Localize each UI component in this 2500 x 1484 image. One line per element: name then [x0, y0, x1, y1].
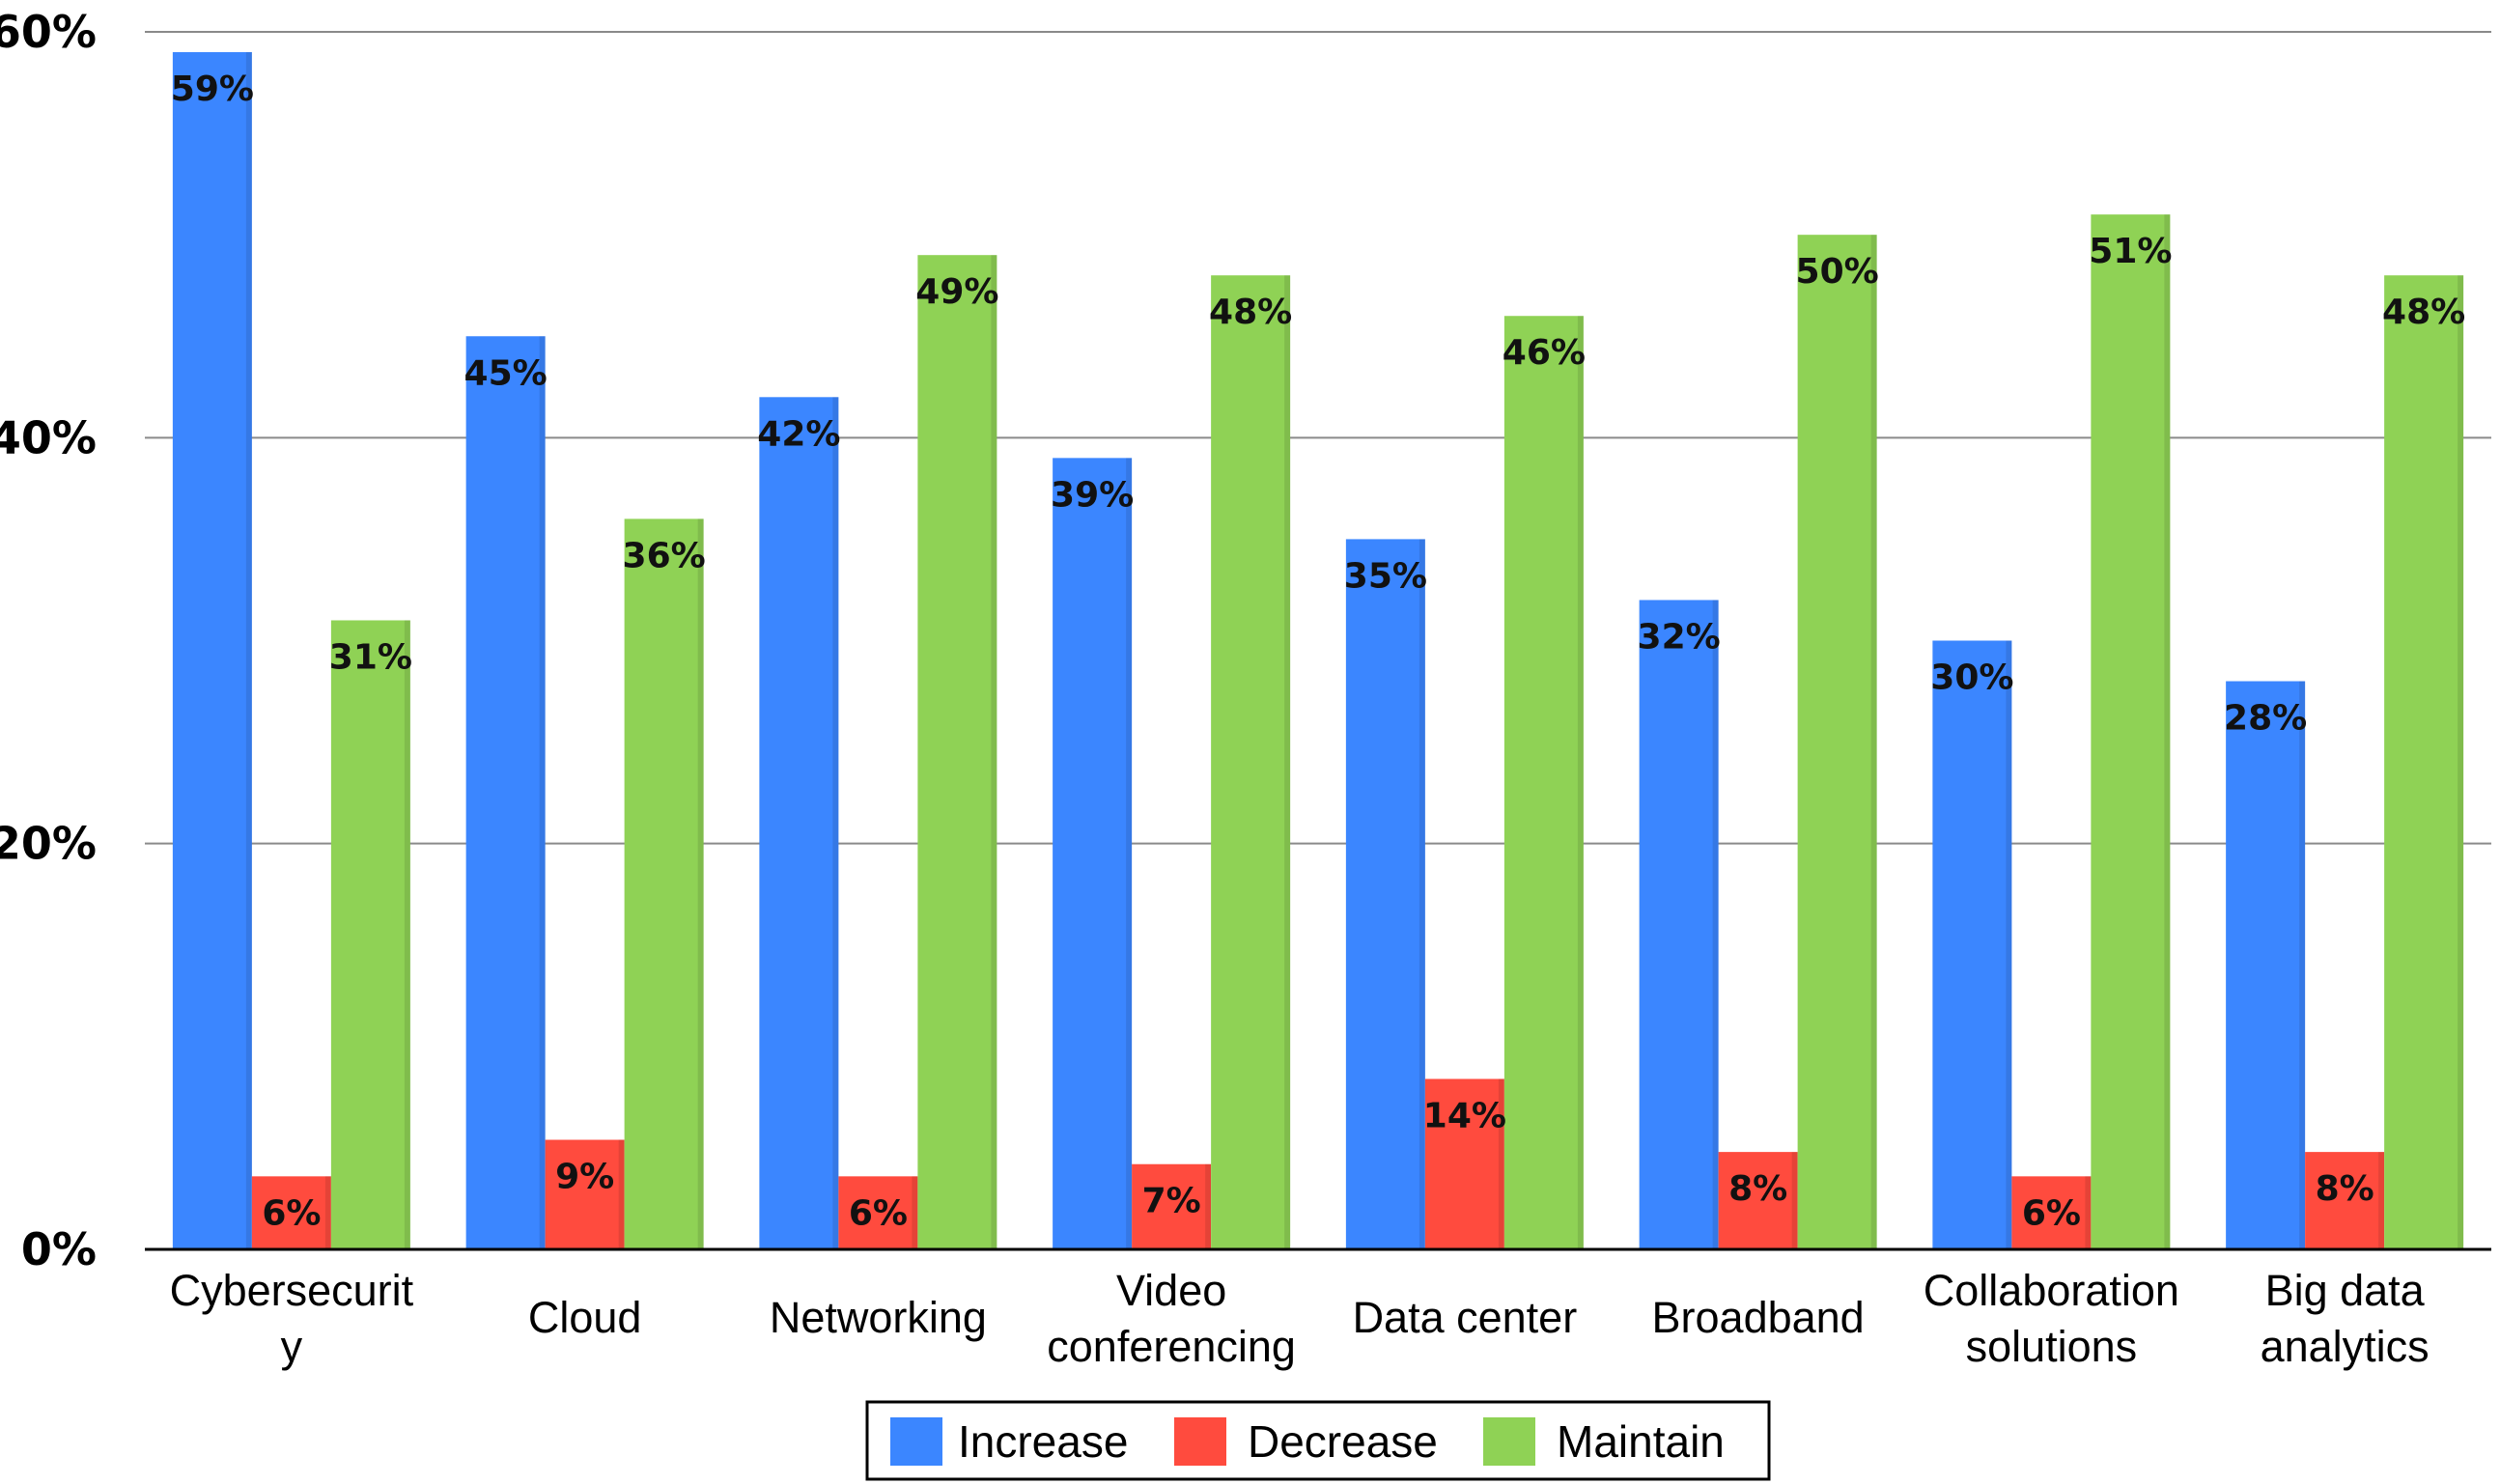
bar-shade-maintain-collaboration-solutions	[2164, 214, 2171, 1249]
bar-decrease-big-data-analytics	[2305, 1152, 2385, 1249]
bar-increase-collaboration-solutions	[1932, 640, 2012, 1249]
bar-shade-decrease-collaboration-solutions	[2085, 1176, 2092, 1249]
bar-shade-decrease-broadband	[1791, 1152, 1798, 1249]
data-label-increase-big-data-analytics: 28%	[2224, 699, 2307, 739]
x-category-label-networking: Networking	[770, 1293, 987, 1342]
y-tick-label-0: 0%	[21, 1223, 97, 1275]
bar-decrease-video-conferencing	[1132, 1163, 1212, 1249]
bar-increase-networking	[759, 397, 839, 1249]
y-axis-ticks: 0% 20% 40% 60%	[0, 6, 97, 1275]
legend-swatch-decrease	[1174, 1417, 1226, 1466]
bar-increase-broadband	[1639, 600, 1719, 1249]
data-label-decrease-collaboration-solutions: 6%	[2022, 1193, 2081, 1233]
bar-shade-increase-networking	[832, 397, 839, 1249]
data-label-maintain-collaboration-solutions: 51%	[2089, 232, 2172, 271]
bar-maintain-cloud	[624, 518, 704, 1249]
data-label-increase-networking: 42%	[757, 414, 840, 454]
bar-increase-big-data-analytics	[2226, 681, 2306, 1249]
bar-maintain-video-conferencing	[1211, 275, 1291, 1249]
data-label-maintain-data-center: 46%	[1503, 333, 1586, 373]
bar-shade-decrease-networking	[912, 1176, 918, 1249]
bar-maintain-broadband	[1797, 235, 1877, 1250]
legend-label-maintain: Maintain	[1557, 1416, 1725, 1467]
bar-shade-decrease-data-center	[1498, 1078, 1504, 1249]
bar-shade-maintain-big-data-analytics	[2458, 275, 2464, 1249]
x-category-label-collaboration-solutions: Collaboration solutions	[1924, 1266, 2179, 1371]
bar-shade-decrease-cybersecurit-y	[324, 1176, 331, 1249]
y-tick-label-60: 60%	[0, 6, 97, 58]
data-label-increase-broadband: 32%	[1638, 617, 1721, 657]
bar-shade-decrease-big-data-analytics	[2378, 1152, 2385, 1249]
legend-label-increase: Increase	[958, 1416, 1128, 1467]
bar-shade-maintain-cloud	[697, 518, 704, 1249]
x-axis-categories: Cybersecurit y Cloud Networking Video confere…	[170, 1266, 2430, 1371]
bar-maintain-collaboration-solutions	[2091, 214, 2171, 1249]
data-label-increase-cloud: 45%	[464, 353, 548, 393]
data-label-decrease-big-data-analytics: 8%	[2316, 1169, 2374, 1209]
bar-maintain-big-data-analytics	[2384, 275, 2464, 1249]
bar-shade-maintain-data-center	[1577, 316, 1584, 1249]
bar-decrease-collaboration-solutions	[2011, 1176, 2092, 1249]
bar-shade-maintain-video-conferencing	[1284, 275, 1291, 1249]
bar-shade-increase-cloud	[539, 336, 546, 1249]
y-tick-label-20: 20%	[0, 818, 97, 870]
data-label-maintain-big-data-analytics: 48%	[2382, 293, 2465, 332]
bar-shade-decrease-video-conferencing	[1205, 1163, 1212, 1249]
bar-decrease-networking	[838, 1176, 918, 1249]
bar-maintain-networking	[917, 255, 997, 1249]
bar-decrease-cybersecurit-y	[251, 1176, 331, 1249]
data-label-decrease-cybersecurit-y: 6%	[262, 1193, 321, 1233]
x-category-label-cloud: Cloud	[528, 1293, 642, 1342]
data-label-maintain-video-conferencing: 48%	[1209, 293, 1292, 332]
data-label-decrease-data-center: 14%	[1423, 1096, 1506, 1135]
bar-increase-cloud	[465, 336, 546, 1249]
data-label-decrease-networking: 6%	[849, 1193, 908, 1233]
bar-increase-video-conferencing	[1053, 458, 1133, 1250]
bar-shade-increase-broadband	[1712, 600, 1719, 1249]
y-tick-label-40: 40%	[0, 411, 97, 463]
bars	[172, 52, 2464, 1250]
legend-box	[865, 1400, 1771, 1481]
bar-shade-increase-cybersecurit-y	[245, 52, 252, 1249]
bar-shade-maintain-broadband	[1870, 235, 1877, 1250]
bar-maintain-data-center	[1503, 316, 1584, 1249]
data-label-decrease-cloud: 9%	[555, 1158, 614, 1197]
bar-shade-maintain-cybersecurit-y	[404, 620, 410, 1249]
data-label-maintain-networking: 49%	[915, 272, 998, 312]
data-label-increase-data-center: 35%	[1344, 556, 1427, 596]
data-label-maintain-cybersecurit-y: 31%	[329, 637, 412, 677]
bar-decrease-data-center	[1424, 1078, 1504, 1249]
bar-increase-cybersecurit-y	[172, 52, 252, 1249]
bar-shade-increase-data-center	[1419, 539, 1425, 1249]
data-label-increase-cybersecurit-y: 59%	[171, 70, 254, 109]
legend-swatch-maintain	[1483, 1417, 1535, 1466]
bar-shade-increase-big-data-analytics	[2299, 681, 2306, 1249]
data-label-increase-collaboration-solutions: 30%	[1930, 658, 2013, 698]
data-label-maintain-cloud: 36%	[623, 536, 706, 575]
legend-swatch-increase	[890, 1417, 942, 1466]
data-labels: 59% 45% 42% 39% 35% 32% 30% 28% 6% 9% 6% 7% 14% 8% 6% 8…	[171, 70, 2465, 1233]
data-label-decrease-broadband: 8%	[1728, 1169, 1787, 1209]
bar-shade-increase-collaboration-solutions	[2006, 640, 2012, 1249]
bar-increase-data-center	[1345, 539, 1425, 1249]
legend-label-decrease: Decrease	[1248, 1416, 1438, 1467]
bar-decrease-cloud	[545, 1139, 625, 1249]
bar-decrease-broadband	[1718, 1152, 1798, 1249]
x-category-label-cybersecurit-y: Cybersecurit y	[170, 1266, 414, 1371]
x-category-label-broadband: Broadband	[1652, 1293, 1865, 1342]
bar-maintain-cybersecurit-y	[330, 620, 410, 1249]
bar-shade-maintain-networking	[991, 255, 997, 1249]
legend: Increase Decrease Maintain	[865, 1400, 1771, 1481]
data-label-decrease-video-conferencing: 7%	[1142, 1182, 1201, 1221]
bar-shade-increase-video-conferencing	[1126, 458, 1133, 1250]
bar-shade-decrease-cloud	[618, 1139, 625, 1249]
x-category-label-video-conferencing: Video conferencing	[1047, 1266, 1296, 1371]
data-label-increase-video-conferencing: 39%	[1051, 475, 1134, 515]
data-label-maintain-broadband: 50%	[1796, 252, 1879, 292]
x-category-label-big-data-analytics: Big data analytics	[2261, 1266, 2430, 1371]
x-category-label-data-center: Data center	[1353, 1293, 1578, 1342]
